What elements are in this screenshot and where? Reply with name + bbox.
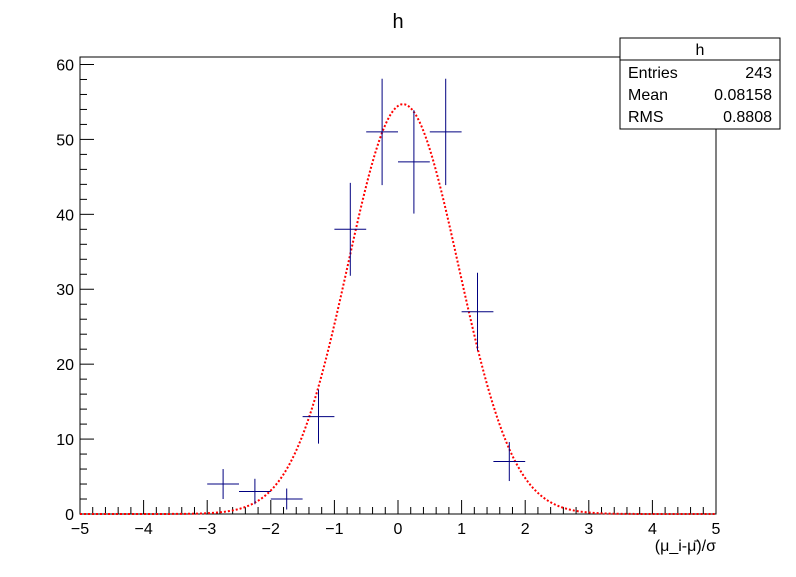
x-tick-label: −5 (71, 521, 89, 538)
stats-rms-label: RMS (628, 109, 664, 126)
stats-box: h Entries 243 Mean 0.08158 RMS 0.8808 (619, 37, 781, 130)
x-tick-label: −1 (325, 521, 343, 538)
histogram-bin-point (302, 389, 335, 444)
x-axis: −5 −4 −3 −2 −1 0 1 2 3 4 5 (71, 500, 721, 538)
x-tick-label: 3 (584, 521, 593, 538)
x-tick-label: 4 (648, 521, 657, 538)
x-tick-label: 2 (521, 521, 530, 538)
histogram-bin-point (398, 110, 430, 214)
histogram-bin-point (239, 478, 271, 505)
x-tick-label: 0 (394, 521, 403, 538)
y-tick-label: 60 (56, 57, 74, 74)
x-tick-label: −4 (134, 521, 152, 538)
histogram-bin-point (270, 488, 303, 510)
x-tick-label: −3 (198, 521, 216, 538)
histogram-bin-point (207, 469, 239, 500)
fit-curve-layer (80, 103, 716, 515)
histogram-bin-point (429, 78, 462, 186)
stats-mean-label: Mean (628, 87, 668, 104)
histogram-bin-point (461, 272, 494, 351)
histogram-layer (207, 78, 526, 510)
histogram-bin-point (366, 78, 398, 186)
stats-rms-value: 0.8808 (723, 109, 772, 126)
x-tick-label: 1 (457, 521, 466, 538)
stats-entries-value: 243 (745, 65, 772, 82)
y-tick-label: 0 (65, 507, 74, 524)
y-tick-label: 10 (56, 432, 74, 449)
y-tick-label: 40 (56, 207, 74, 224)
y-tick-label: 30 (56, 282, 74, 299)
y-tick-label: 20 (56, 357, 74, 374)
x-tick-label: −2 (262, 521, 280, 538)
x-axis-label: (μ_i-μ̄)/σ (655, 538, 716, 555)
x-tick-label: 5 (712, 521, 721, 538)
chart-title: h (392, 11, 403, 33)
y-tick-label: 50 (56, 132, 74, 149)
histogram-bin-point (493, 442, 526, 482)
stats-box-frame (619, 37, 781, 130)
histogram-bin-point (334, 182, 367, 276)
stats-box-title: h (696, 42, 705, 59)
stats-entries-label: Entries (628, 65, 678, 82)
y-axis: 0 10 20 30 40 50 60 (56, 57, 94, 524)
stats-mean-value: 0.08158 (714, 87, 772, 104)
fit-curve (80, 103, 716, 515)
